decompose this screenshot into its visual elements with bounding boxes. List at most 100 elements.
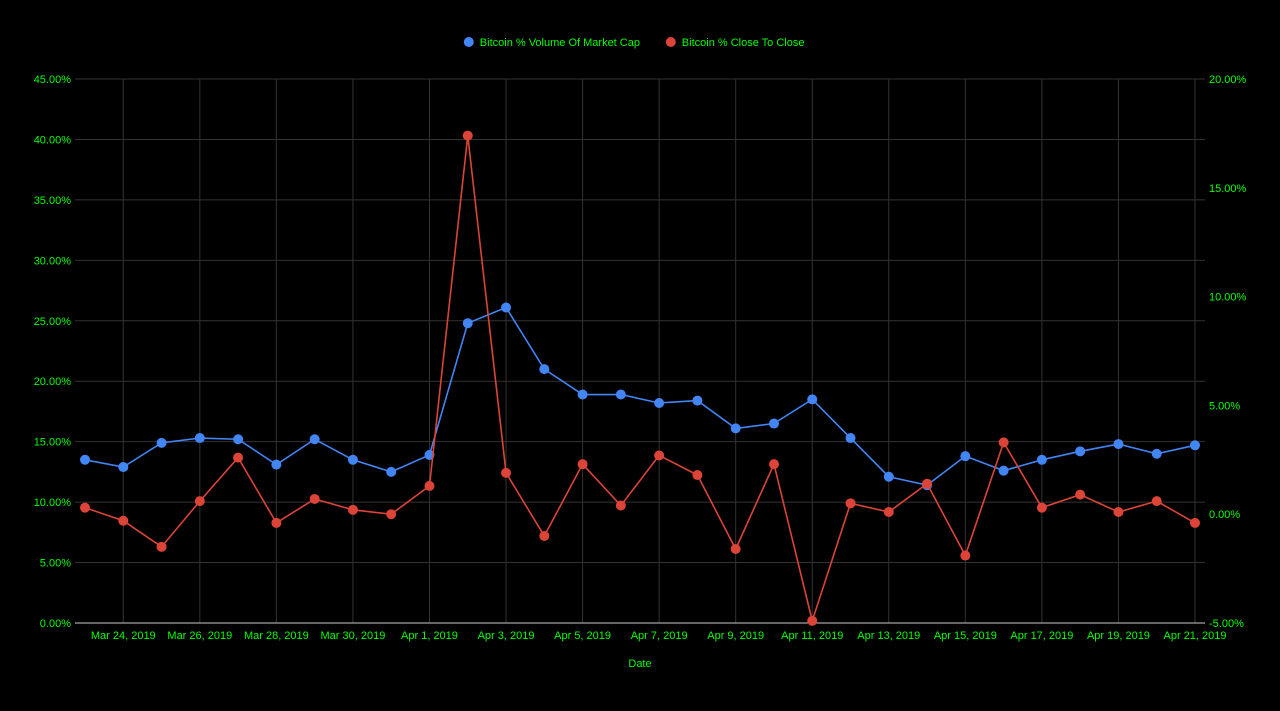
grid-layer [75,78,1205,624]
x-tick-label: Mar 24, 2019 [91,630,156,642]
data-point[interactable] [615,389,626,400]
data-point[interactable] [730,423,741,434]
legend-marker [463,37,474,47]
data-point[interactable] [1075,489,1086,500]
data-point[interactable] [692,395,703,406]
x-tick-label: Apr 11, 2019 [781,630,843,642]
y-right-tick-label: 0.00% [1209,509,1240,521]
data-point[interactable] [1190,517,1200,528]
legend-label: Bitcoin % Volume Of Market Cap [480,37,640,49]
y-left-tick-label: 25.00% [34,316,72,328]
data-point[interactable] [539,530,550,541]
series-2 [80,130,1200,626]
series-line [84,135,1196,624]
data-point[interactable] [654,397,665,408]
data-point[interactable] [309,493,320,504]
y-left-tick-label: 45.00% [34,74,72,86]
x-tick-label: Apr 1, 2019 [401,630,458,642]
x-tick-label: Apr 17, 2019 [1010,630,1073,642]
x-axis-title: Date [628,658,651,670]
data-point[interactable] [998,465,1009,476]
data-point[interactable] [347,504,358,515]
data-point[interactable] [386,509,397,520]
data-point[interactable] [883,471,894,482]
data-point[interactable] [1113,439,1124,450]
y-right-tick-label: -5.00% [1209,618,1244,630]
data-point[interactable] [501,302,512,313]
data-point[interactable] [309,434,320,445]
data-point[interactable] [807,394,818,405]
data-point[interactable] [768,459,779,470]
y-left-tick-label: 20.00% [34,376,72,388]
data-point[interactable] [577,389,588,400]
y-right-tick-label: 5.00% [1209,400,1240,412]
data-point[interactable] [118,515,129,526]
x-tick-label: Apr 15, 2019 [934,630,997,642]
y-left-tick-label: 5.00% [40,558,71,570]
y-right-tick-label: 20.00% [1209,74,1247,86]
data-point[interactable] [960,550,971,561]
data-point[interactable] [845,433,856,444]
data-point[interactable] [156,437,167,448]
data-point[interactable] [730,544,741,555]
data-point[interactable] [1190,440,1200,451]
data-point[interactable] [194,433,205,444]
data-point[interactable] [233,452,244,463]
x-tick-label: Apr 5, 2019 [554,630,611,642]
data-point[interactable] [80,502,90,513]
x-tick-label: Apr 21, 2019 [1164,630,1227,642]
data-point[interactable] [462,130,473,141]
data-point[interactable] [654,450,665,461]
data-point[interactable] [615,500,626,511]
legend-marker [665,37,676,47]
x-tick-label: Apr 7, 2019 [631,630,688,642]
data-point[interactable] [347,454,358,465]
x-tick-label: Apr 13, 2019 [857,630,920,642]
y-left-tick-label: 40.00% [34,134,72,146]
y-right-tick-label: 15.00% [1209,183,1247,195]
data-point[interactable] [692,470,703,481]
data-point[interactable] [233,434,244,445]
data-point[interactable] [845,498,856,509]
x-tick-label: Mar 28, 2019 [244,630,309,642]
x-tick-label: Apr 9, 2019 [707,630,764,642]
data-point[interactable] [807,615,818,626]
data-point[interactable] [1151,448,1162,459]
data-point[interactable] [539,364,550,375]
data-point[interactable] [194,496,205,507]
x-tick-label: Mar 26, 2019 [167,630,232,642]
data-point[interactable] [462,318,473,329]
legend[interactable]: Bitcoin % Volume Of Market Cap Bitcoin % … [463,37,805,49]
legend-item[interactable]: Bitcoin % Close To Close [665,37,805,49]
axis-layer: 0.00% 5.00% 10.00% 15.00% 20.00% 25.00% 30.00%… [34,74,1247,642]
series-line [84,306,1196,487]
data-point[interactable] [998,437,1009,448]
data-point[interactable] [768,418,779,429]
data-point[interactable] [156,541,167,552]
data-point[interactable] [271,517,282,528]
data-point[interactable] [577,459,588,470]
data-point[interactable] [1113,507,1124,518]
data-point[interactable] [118,462,129,473]
x-tick-label: Apr 19, 2019 [1087,630,1150,642]
data-point[interactable] [1151,496,1162,507]
data-point[interactable] [1036,502,1047,513]
data-point[interactable] [501,467,512,478]
data-point[interactable] [1075,446,1086,457]
y-left-tick-label: 10.00% [34,497,72,509]
series-layer [80,130,1200,626]
legend-item[interactable]: Bitcoin % Volume Of Market Cap [463,37,640,49]
data-point[interactable] [80,454,90,465]
data-point[interactable] [922,478,933,489]
data-point[interactable] [1036,454,1047,465]
y-left-tick-label: 0.00% [40,618,71,630]
data-point[interactable] [424,480,435,491]
series-1 [80,302,1200,491]
data-point[interactable] [271,459,282,470]
y-left-tick-label: 15.00% [34,437,72,449]
data-point[interactable] [386,466,397,477]
data-point[interactable] [883,507,894,518]
data-point[interactable] [960,451,971,462]
